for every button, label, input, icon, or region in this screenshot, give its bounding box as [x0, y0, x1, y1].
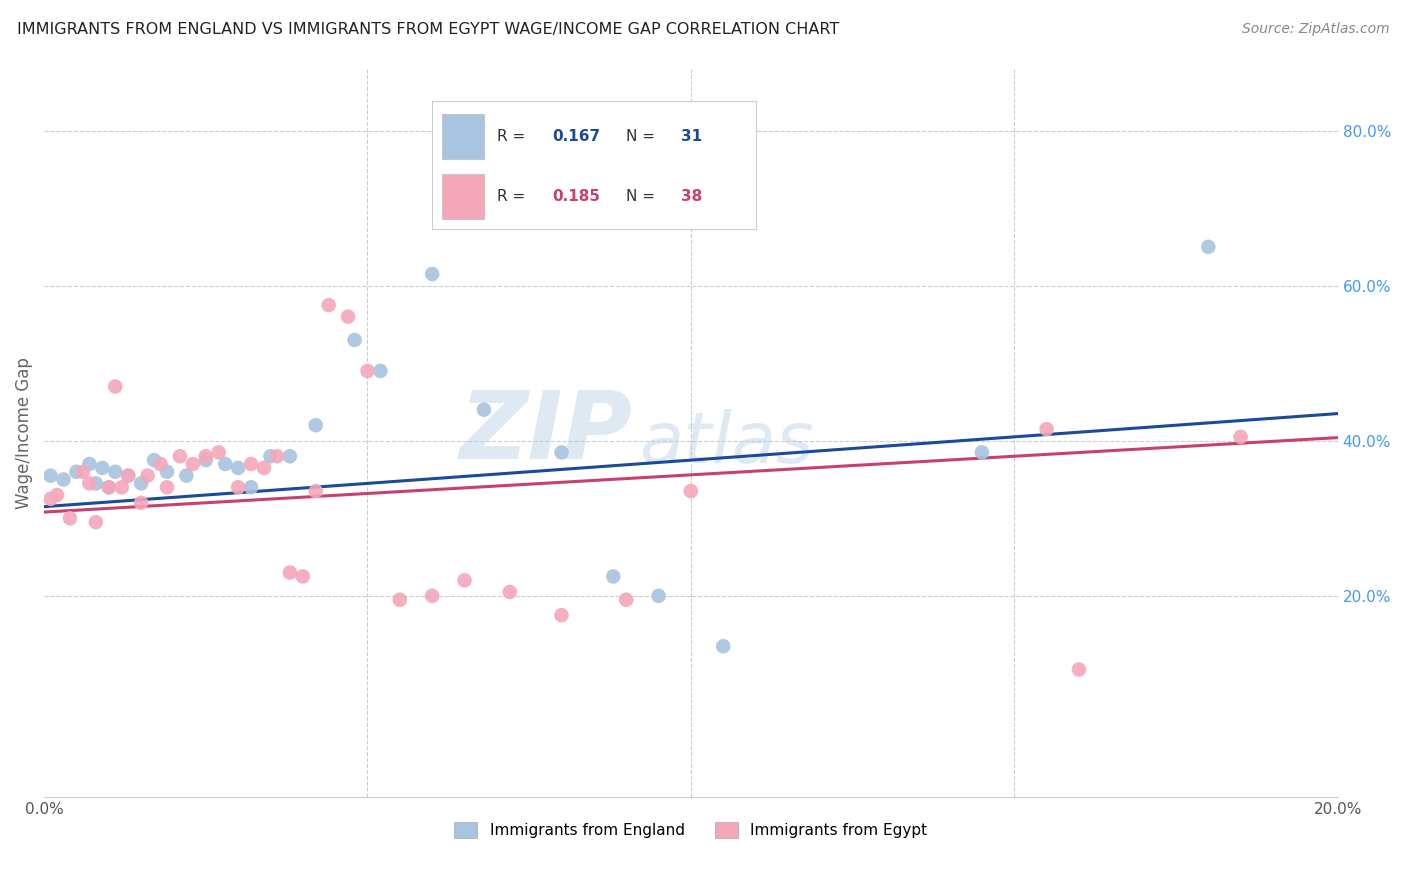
Point: [79, 476, 101, 491]
Point: [647, 589, 669, 603]
Point: [46, 488, 69, 502]
Point: [388, 592, 411, 607]
Point: [305, 418, 328, 433]
Point: [169, 449, 191, 463]
Point: [156, 480, 179, 494]
Point: [39, 491, 62, 506]
Point: [226, 461, 249, 475]
Point: [602, 569, 624, 583]
Point: [156, 465, 179, 479]
Point: [72, 465, 94, 479]
Point: [181, 457, 204, 471]
Point: [176, 468, 198, 483]
Point: [711, 639, 734, 653]
Point: [550, 608, 572, 623]
Point: [305, 484, 328, 499]
Point: [1035, 422, 1057, 436]
Text: Source: ZipAtlas.com: Source: ZipAtlas.com: [1241, 22, 1389, 37]
Point: [104, 379, 127, 393]
Point: [84, 515, 107, 529]
Text: ZIP: ZIP: [460, 387, 633, 479]
Point: [970, 445, 993, 459]
Point: [79, 457, 101, 471]
Point: [136, 468, 159, 483]
Point: [499, 585, 522, 599]
Point: [266, 449, 288, 463]
Point: [149, 457, 172, 471]
Point: [208, 445, 231, 459]
Point: [1067, 663, 1090, 677]
Point: [226, 480, 249, 494]
Point: [370, 364, 392, 378]
Point: [129, 496, 152, 510]
Y-axis label: Wage/Income Gap: Wage/Income Gap: [15, 357, 32, 509]
Point: [1229, 430, 1251, 444]
Point: [143, 453, 166, 467]
Point: [337, 310, 360, 324]
Point: [614, 592, 637, 607]
Point: [97, 480, 120, 494]
Point: [278, 449, 301, 463]
Point: [129, 476, 152, 491]
Point: [84, 476, 107, 491]
Point: [420, 589, 443, 603]
Point: [1197, 240, 1219, 254]
Point: [278, 566, 301, 580]
Point: [679, 484, 702, 499]
Text: atlas: atlas: [640, 409, 814, 478]
Point: [318, 298, 340, 312]
Point: [194, 449, 217, 463]
Point: [59, 511, 82, 525]
Point: [39, 468, 62, 483]
Point: [194, 453, 217, 467]
Point: [253, 461, 276, 475]
Point: [343, 333, 366, 347]
Text: IMMIGRANTS FROM ENGLAND VS IMMIGRANTS FROM EGYPT WAGE/INCOME GAP CORRELATION CHA: IMMIGRANTS FROM ENGLAND VS IMMIGRANTS FR…: [17, 22, 839, 37]
Point: [291, 569, 314, 583]
Point: [240, 480, 263, 494]
Point: [52, 473, 75, 487]
Point: [117, 468, 139, 483]
Point: [240, 457, 263, 471]
Point: [259, 449, 281, 463]
Point: [499, 178, 522, 192]
Legend: Immigrants from England, Immigrants from Egypt: Immigrants from England, Immigrants from…: [449, 816, 934, 845]
Point: [356, 364, 378, 378]
Point: [117, 468, 139, 483]
Point: [472, 402, 495, 417]
Point: [91, 461, 114, 475]
Point: [453, 574, 475, 588]
Point: [104, 465, 127, 479]
Point: [97, 480, 120, 494]
Point: [550, 445, 572, 459]
Point: [214, 457, 236, 471]
Point: [65, 465, 87, 479]
Point: [111, 480, 134, 494]
Point: [420, 267, 443, 281]
